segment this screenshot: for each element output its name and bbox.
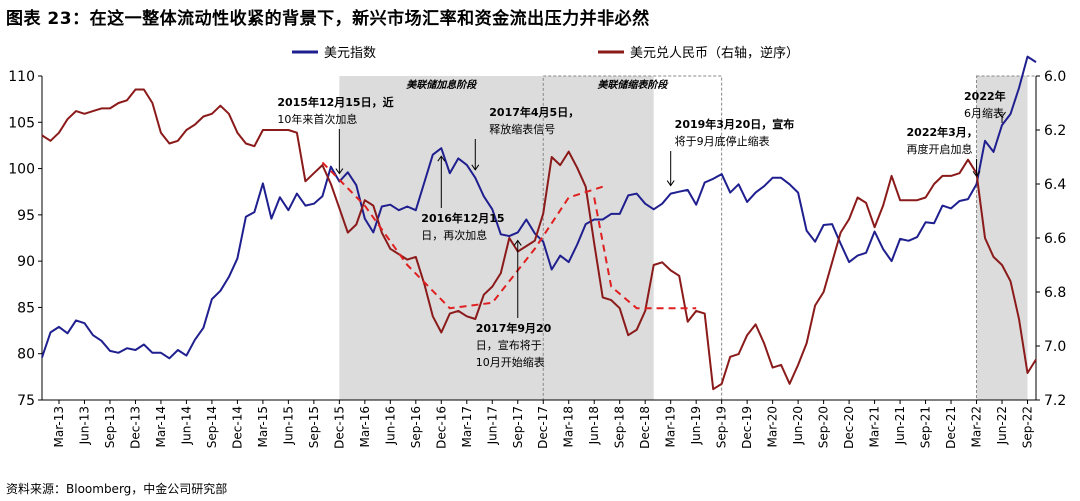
x-tick-label: Mar-17 xyxy=(460,406,474,447)
x-tick-label: Sep-13 xyxy=(103,406,117,448)
shaded-period-label: 美联储缩表阶段 xyxy=(597,79,669,91)
x-tick-label: Dec-17 xyxy=(536,406,550,449)
y-left-tick-label: 75 xyxy=(17,393,35,409)
annotation-text: 2015年12月15日，近 xyxy=(277,95,393,109)
x-tick-label: Mar-18 xyxy=(562,406,576,447)
annotation-text: 日，再次加息 xyxy=(421,228,487,242)
y-left-tick-label: 95 xyxy=(17,208,35,224)
x-tick-label: Sep-21 xyxy=(919,406,933,448)
annotation-text: 2017年9月20 xyxy=(476,321,552,335)
x-tick-label: Jun-18 xyxy=(587,406,601,445)
x-tick-label: Jun-19 xyxy=(689,406,703,445)
y-left-tick-label: 80 xyxy=(17,347,35,363)
y-right-tick-label: 6.8 xyxy=(1044,285,1066,301)
annotation-arrowhead xyxy=(972,171,981,178)
y-left-tick-label: 110 xyxy=(8,69,35,85)
trend-line xyxy=(321,161,604,310)
legend-label: 美元指数 xyxy=(324,46,376,61)
annotation-text: 将于9月底停止缩表 xyxy=(675,134,770,148)
annotation-text: 2022年3月， xyxy=(907,125,978,139)
y-left-tick-label: 85 xyxy=(17,300,35,316)
annotation-text: 再度开启加息 xyxy=(907,142,973,156)
annotation-arrowhead xyxy=(335,168,344,175)
annotation-arrowhead xyxy=(666,180,675,187)
x-tick-label: Sep-15 xyxy=(307,406,321,448)
y-right-tick-label: 6.4 xyxy=(1044,177,1066,193)
x-tick-label: Mar-13 xyxy=(52,406,66,447)
annotation-text: 10月开始缩表 xyxy=(476,355,545,369)
x-tick-label: Mar-16 xyxy=(358,406,372,447)
y-right-tick-label: 7.2 xyxy=(1044,393,1066,409)
annotation-arrowhead xyxy=(998,111,1006,118)
y-left-tick-label: 100 xyxy=(8,162,35,178)
x-tick-label: Sep-19 xyxy=(715,406,729,448)
annotation-text: 2016年12月15 xyxy=(421,211,504,225)
legend-label: 美元兑人民币（右轴，逆序） xyxy=(630,45,799,61)
annotation-text: 日，宣布将于 xyxy=(476,338,542,352)
x-tick-label: Jun-20 xyxy=(791,406,805,445)
x-tick-label: Sep-14 xyxy=(205,406,219,448)
shaded-period xyxy=(543,76,654,400)
x-tick-label: Dec-20 xyxy=(842,406,856,449)
x-tick-label: Sep-16 xyxy=(409,406,423,448)
x-tick-label: Dec-14 xyxy=(230,406,244,449)
annotation-text: 释放缩表信号 xyxy=(489,122,555,136)
x-tick-label: Mar-21 xyxy=(868,406,882,447)
x-tick-label: Sep-18 xyxy=(613,406,627,448)
x-tick-label: Mar-14 xyxy=(154,406,168,447)
x-tick-label: Dec-15 xyxy=(332,406,346,449)
annotation-arrowhead xyxy=(437,155,446,162)
x-tick-label: Sep-22 xyxy=(1021,406,1035,448)
annotation-arrowhead xyxy=(513,239,522,246)
annotation-text: 2022年 xyxy=(964,89,1006,103)
y-right-tick-label: 6.0 xyxy=(1044,69,1066,85)
annotation-text: 2017年4月5日， xyxy=(489,105,579,119)
x-tick-label: Jun-15 xyxy=(281,406,295,445)
annotation-arrowhead xyxy=(471,164,480,171)
x-tick-label: Jun-21 xyxy=(893,406,907,445)
annotation-text: 10年来首次加息 xyxy=(277,112,357,126)
y-right-tick-label: 6.6 xyxy=(1044,231,1066,247)
x-tick-label: Mar-20 xyxy=(766,406,780,447)
y-right-tick-label: 7.0 xyxy=(1044,339,1066,355)
trend-line xyxy=(593,197,697,310)
x-tick-label: Jun-22 xyxy=(995,406,1009,445)
x-tick-label: Dec-16 xyxy=(434,406,448,449)
x-tick-label: Jun-14 xyxy=(179,406,193,445)
x-tick-label: Dec-18 xyxy=(638,406,652,449)
x-tick-label: Mar-19 xyxy=(664,406,678,447)
annotation-text: 6月缩表 xyxy=(964,106,1004,120)
x-tick-label: Dec-21 xyxy=(944,406,958,449)
shaded-period-label: 美联储加息阶段 xyxy=(406,79,478,91)
x-tick-label: Dec-13 xyxy=(128,406,142,449)
y-left-tick-label: 90 xyxy=(17,254,35,270)
y-right-tick-label: 6.2 xyxy=(1044,123,1066,139)
annotation-text: 2019年3月20日，宣布 xyxy=(675,117,795,131)
x-tick-label: Sep-17 xyxy=(511,406,525,448)
source-note: 资料来源：Bloomberg，中金公司研究部 xyxy=(6,482,228,496)
x-tick-label: Dec-19 xyxy=(740,406,754,449)
x-tick-label: Jun-16 xyxy=(383,406,397,445)
chart-title: 图表 23：在这一整体流动性收紧的背景下，新兴市场汇率和资金流出压力并非必然 xyxy=(6,9,650,29)
x-tick-label: Jun-13 xyxy=(77,406,91,445)
x-tick-label: Mar-15 xyxy=(256,406,270,447)
series-line-2 xyxy=(41,88,1037,391)
x-tick-label: Mar-22 xyxy=(970,406,984,447)
x-tick-label: Sep-20 xyxy=(817,406,831,448)
x-tick-label: Jun-17 xyxy=(485,406,499,445)
series-line-1 xyxy=(41,55,1037,360)
y-left-tick-label: 105 xyxy=(8,115,35,131)
